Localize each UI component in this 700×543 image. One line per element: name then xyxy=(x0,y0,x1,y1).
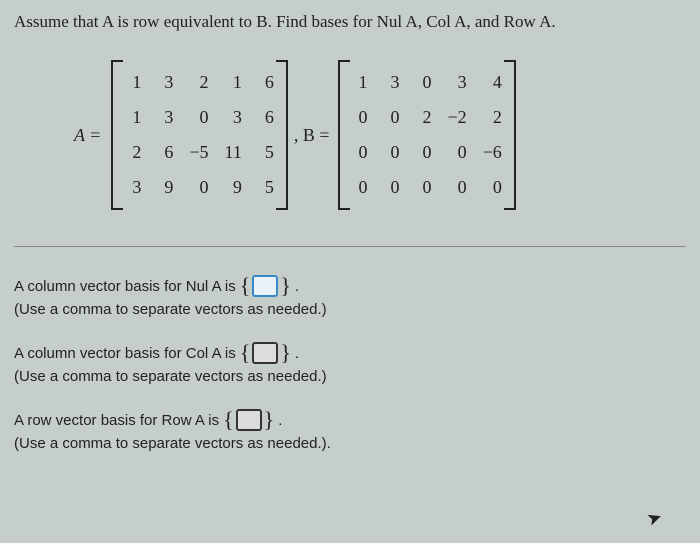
row-input[interactable] xyxy=(236,409,262,431)
matrix-b: 13034002−220000−600000 xyxy=(338,60,516,210)
right-brace: } xyxy=(264,407,275,433)
matrix-cell: 0 xyxy=(189,107,208,128)
matrix-cell: 2 xyxy=(483,107,502,128)
brace-set-nul: { } xyxy=(240,273,291,299)
matrix-cell: 0 xyxy=(384,177,400,198)
brace-set-row: { } xyxy=(223,407,274,433)
matrix-cell: −5 xyxy=(189,142,208,163)
answer-row-prefix: A row vector basis for Row A is xyxy=(14,412,219,429)
matrix-cell: 2 xyxy=(125,142,141,163)
matrix-cell: 9 xyxy=(157,177,173,198)
matrix-cell: 6 xyxy=(258,72,274,93)
matrix-cell: 9 xyxy=(224,177,241,198)
matrix-cell: 0 xyxy=(483,177,502,198)
matrix-cell: 5 xyxy=(258,142,274,163)
matrix-cell: 3 xyxy=(224,107,241,128)
matrix-cell: 0 xyxy=(384,142,400,163)
answer-row-block: A row vector basis for Row A is { } . (U… xyxy=(14,407,686,452)
matrix-cell: 0 xyxy=(416,142,432,163)
matrix-cell: 0 xyxy=(352,142,368,163)
matrix-cell: 1 xyxy=(352,72,368,93)
left-brace: { xyxy=(240,273,251,299)
answer-nul-text: A column vector basis for Nul A is { } . xyxy=(14,273,686,299)
matrix-cell: 0 xyxy=(189,177,208,198)
question-header: Assume that A is row equivalent to B. Fi… xyxy=(14,12,686,32)
matrix-cell: 3 xyxy=(157,107,173,128)
matrix-cell: 6 xyxy=(157,142,173,163)
matrix-cell: 4 xyxy=(483,72,502,93)
matrix-cell: 3 xyxy=(125,177,141,198)
matrix-cell: 0 xyxy=(352,107,368,128)
matrix-separator: , B = xyxy=(294,125,330,146)
matrix-cell: 3 xyxy=(384,72,400,93)
matrices-row: A = 132161303626−511539095 , B = 1303400… xyxy=(74,60,686,210)
left-brace: { xyxy=(240,340,251,366)
matrix-cell: 3 xyxy=(157,72,173,93)
section-divider xyxy=(14,246,686,247)
matrix-cell: 6 xyxy=(258,107,274,128)
matrix-cell: 1 xyxy=(125,72,141,93)
matrix-cell: 0 xyxy=(448,177,467,198)
nul-input[interactable] xyxy=(252,275,278,297)
matrix-cell: 1 xyxy=(224,72,241,93)
right-brace: } xyxy=(280,340,291,366)
matrix-cell: −2 xyxy=(448,107,467,128)
matrix-cell: 0 xyxy=(352,177,368,198)
answer-nul-suffix: . xyxy=(295,278,299,295)
answer-col-prefix: A column vector basis for Col A is xyxy=(14,345,236,362)
matrix-cell: 2 xyxy=(416,107,432,128)
matrix-cell: 0 xyxy=(384,107,400,128)
answer-col-block: A column vector basis for Col A is { } .… xyxy=(14,340,686,385)
matrix-cell: 1 xyxy=(125,107,141,128)
left-brace: { xyxy=(223,407,234,433)
answer-nul-prefix: A column vector basis for Nul A is xyxy=(14,278,236,295)
matrix-cell: −6 xyxy=(483,142,502,163)
answer-row-hint: (Use a comma to separate vectors as need… xyxy=(14,435,686,452)
matrix-cell: 0 xyxy=(448,142,467,163)
cursor-icon: ➤ xyxy=(644,506,665,531)
matrix-cell: 11 xyxy=(224,142,241,163)
matrix-cell: 0 xyxy=(416,72,432,93)
matrix-cell: 5 xyxy=(258,177,274,198)
matrix-a-label: A = xyxy=(74,125,101,146)
answer-col-suffix: . xyxy=(295,345,299,362)
brace-set-col: { } xyxy=(240,340,291,366)
answer-col-hint: (Use a comma to separate vectors as need… xyxy=(14,368,686,385)
answer-nul-block: A column vector basis for Nul A is { } .… xyxy=(14,273,686,318)
matrix-cell: 2 xyxy=(189,72,208,93)
matrix-cell: 0 xyxy=(416,177,432,198)
answer-col-text: A column vector basis for Col A is { } . xyxy=(14,340,686,366)
answer-row-suffix: . xyxy=(278,412,282,429)
matrix-cell: 3 xyxy=(448,72,467,93)
right-brace: } xyxy=(280,273,291,299)
col-input[interactable] xyxy=(252,342,278,364)
answer-nul-hint: (Use a comma to separate vectors as need… xyxy=(14,301,686,318)
matrix-a: 132161303626−511539095 xyxy=(111,60,288,210)
answer-row-text: A row vector basis for Row A is { } . xyxy=(14,407,686,433)
